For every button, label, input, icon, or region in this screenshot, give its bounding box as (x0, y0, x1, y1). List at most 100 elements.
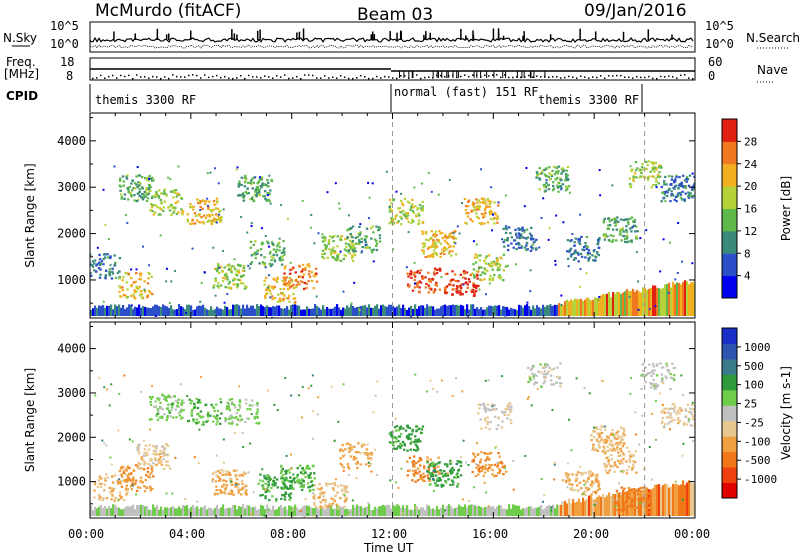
range-cell (170, 203, 173, 207)
range-cell (561, 167, 565, 170)
range-cell (566, 174, 569, 177)
range-cell (172, 196, 175, 199)
range-cell (214, 277, 217, 280)
range-cell (488, 463, 491, 467)
range-cell (282, 482, 285, 485)
range-cell (271, 287, 275, 290)
range-cell (476, 270, 480, 273)
range-cell (368, 464, 371, 468)
range-cell (310, 480, 313, 484)
range-cell (429, 458, 432, 461)
range-cell (284, 469, 287, 473)
range-cell (150, 471, 153, 474)
range-cell (356, 242, 359, 246)
range-cell (404, 308, 407, 316)
range-cell (631, 453, 634, 457)
range-cell (587, 488, 591, 491)
range-cell (654, 484, 657, 516)
range-cell (619, 230, 622, 233)
range-cell (130, 472, 133, 475)
range-cell (145, 486, 148, 489)
range-cell (424, 238, 428, 241)
range-cell (336, 507, 340, 510)
range-cell (321, 233, 324, 236)
range-cell (532, 508, 535, 516)
range-cell (521, 226, 524, 229)
range-cell (584, 241, 587, 245)
range-cell (414, 304, 417, 316)
range-cell (444, 472, 447, 476)
range-cell (126, 474, 130, 477)
range-cell (630, 240, 633, 244)
range-cell (223, 491, 227, 494)
range-cell (645, 160, 648, 163)
range-cell (192, 205, 195, 208)
range-cell (225, 480, 228, 483)
range-cell (92, 509, 95, 516)
range-cell (226, 264, 229, 267)
range-cell (186, 218, 189, 221)
range-cell (290, 483, 293, 487)
range-cell (214, 507, 217, 516)
range-cell (121, 289, 125, 292)
range-cell (683, 199, 686, 202)
range-cell (333, 484, 337, 487)
range-cell (670, 178, 674, 181)
range-cell (615, 239, 618, 242)
range-cell (401, 512, 404, 515)
range-cell (265, 488, 268, 491)
range-cell (571, 483, 574, 486)
range-cell (515, 242, 518, 246)
range-cell (342, 383, 345, 386)
range-cell (630, 290, 633, 316)
range-cell (140, 390, 143, 393)
range-cell (619, 441, 622, 444)
echo-region (211, 468, 248, 496)
range-cell (551, 189, 555, 192)
range-cell (216, 414, 219, 417)
range-cell (428, 278, 431, 281)
range-cell (484, 409, 487, 412)
range-cell (135, 285, 138, 288)
echo-region (118, 174, 155, 203)
range-cell (197, 399, 200, 403)
range-cell (361, 250, 364, 253)
range-cell (554, 508, 557, 516)
range-cell (126, 506, 129, 516)
range-cell (212, 309, 215, 316)
range-cell (139, 272, 143, 275)
range-cell (653, 369, 656, 372)
range-cell (100, 260, 104, 263)
range-cell (215, 197, 219, 200)
range-cell (416, 448, 420, 451)
range-cell (406, 449, 409, 452)
range-cell (622, 469, 625, 472)
range-cell (421, 207, 424, 211)
range-cell (486, 307, 489, 316)
range-cell (566, 239, 570, 242)
nave-point (100, 74, 102, 77)
range-cell (215, 489, 218, 492)
nsky-line (89, 36, 694, 43)
range-cell (196, 198, 199, 201)
range-cell (439, 252, 443, 255)
range-cell (530, 245, 533, 249)
range-cell (131, 480, 135, 483)
range-cell (249, 198, 252, 201)
range-cell (488, 211, 491, 214)
range-cell (350, 508, 353, 516)
range-cell (520, 245, 524, 248)
range-cell (612, 239, 615, 242)
range-cell (574, 502, 577, 516)
range-cell (527, 396, 530, 399)
range-cell (224, 286, 227, 289)
range-cell (175, 212, 179, 215)
range-cell (281, 258, 284, 261)
range-cell (433, 273, 436, 276)
range-cell (323, 236, 326, 239)
range-cell (259, 479, 262, 482)
range-cell (174, 269, 177, 272)
range-cell (161, 408, 164, 411)
range-cell (345, 496, 349, 500)
range-cell (119, 193, 123, 196)
